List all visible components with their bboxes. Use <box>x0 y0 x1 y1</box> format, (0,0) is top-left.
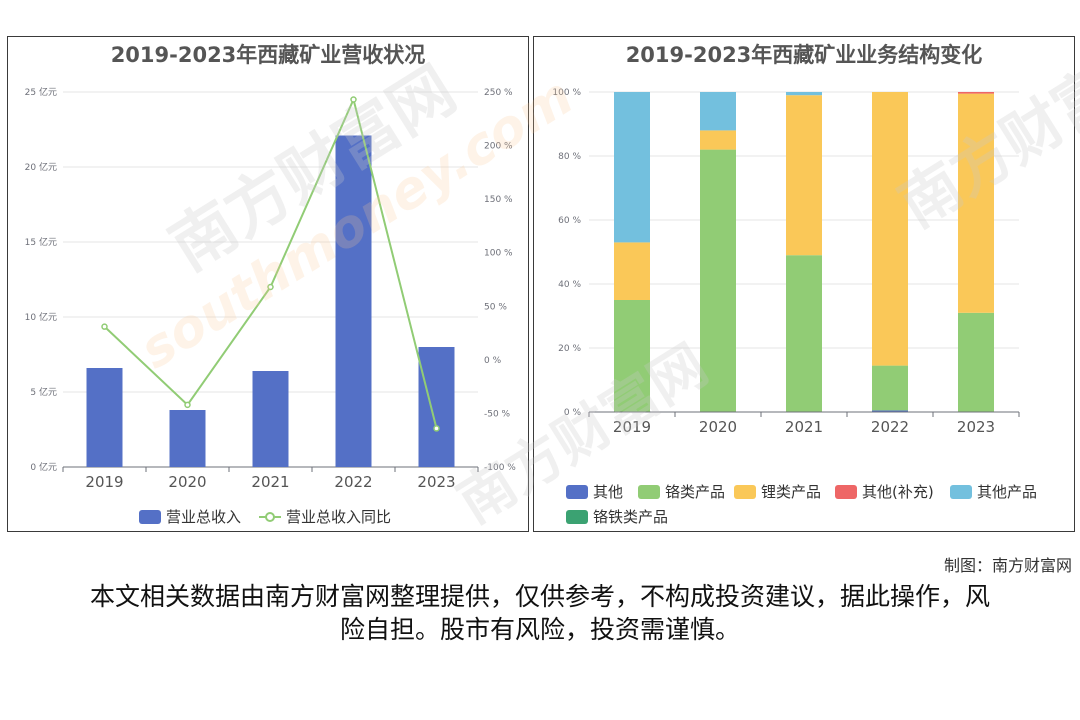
revenue-chart-title: 2019-2023年西藏矿业营收状况 <box>110 43 426 67</box>
disclaimer-text: 本文相关数据由南方财富网整理提供，仅供参考，不构成投资建议，据此操作，风险自担。… <box>89 582 990 644</box>
legend-label-revenue: 营业总收入 <box>166 508 241 526</box>
y-left-tick-label: 0 亿元 <box>30 461 57 473</box>
structure-chart-title: 2019-2023年西藏矿业业务结构变化 <box>625 43 983 67</box>
y-right-tick-label: 150 % <box>484 195 513 205</box>
legend-label: 铬铁类产品 <box>593 508 668 526</box>
legend-label: 其他(补充) <box>862 483 934 501</box>
revenue-bar <box>86 368 123 467</box>
y-tick-label: 20 % <box>558 344 581 354</box>
legend-swatch <box>734 485 756 499</box>
y-tick-label: 80 % <box>558 152 581 162</box>
y-right-tick-label: 250 % <box>484 88 513 98</box>
legend-label: 锂类产品 <box>761 483 821 501</box>
revenue-chart-panel: 2019-2023年西藏矿业营收状况 0 亿元 5 亿元 10 亿元 15 亿元 20 … <box>7 36 529 532</box>
x-tick-label: 2023 <box>417 473 455 491</box>
yoy-point <box>101 323 108 330</box>
y-right-tick-label: -100 % <box>484 463 516 473</box>
revenue-chart: 0 亿元 5 亿元 10 亿元 15 亿元 20 亿元 25 亿元 -100 % -50 % 0… <box>25 86 517 526</box>
y-left-tick-label: 5 亿元 <box>30 386 57 398</box>
y-right-tick-label: 0 % <box>484 356 502 366</box>
revenue-bar <box>252 371 289 467</box>
y-right-tick-label: 200 % <box>484 142 513 152</box>
y-tick-label: 0 % <box>564 408 582 418</box>
legend-label: 其他 <box>593 483 623 501</box>
x-tick-label: 2023 <box>957 418 995 436</box>
y-right-tick-label: 50 % <box>484 302 507 312</box>
yoy-point <box>267 283 274 291</box>
legend-swatch <box>638 485 660 499</box>
legend-swatch <box>835 485 857 499</box>
revenue-bar <box>335 135 372 467</box>
legend-swatch <box>950 485 972 499</box>
x-tick-label: 2019 <box>85 473 123 491</box>
x-tick-label: 2022 <box>871 418 909 436</box>
y-left-tick-label: 20 亿元 <box>25 161 57 173</box>
stacked-bar-segment <box>872 92 908 366</box>
stacked-bar-segment <box>872 365 908 411</box>
y-left-tick-label: 25 亿元 <box>25 86 57 98</box>
legend-label: 铬类产品 <box>665 483 725 501</box>
stacked-bar-segment <box>614 92 650 243</box>
x-tick-label: 2021 <box>251 473 289 491</box>
legend-label: 其他产品 <box>977 483 1037 501</box>
y-right-tick-label: -50 % <box>484 409 511 419</box>
stacked-bar-segment <box>700 130 736 150</box>
stacked-bar-segment <box>700 92 736 131</box>
x-tick-label: 2020 <box>168 473 206 491</box>
y-tick-label: 40 % <box>558 280 581 290</box>
stacked-bar-segment <box>786 255 822 412</box>
stacked-bar-segment <box>958 312 994 412</box>
legend-swatch-yoy-dot <box>265 512 275 522</box>
legend-swatch <box>566 510 588 524</box>
source-note: 制图：南方财富网 <box>943 556 1072 575</box>
stacked-bar-segment <box>614 300 650 412</box>
yoy-point <box>184 401 191 409</box>
x-tick-label: 2022 <box>334 473 372 491</box>
revenue-bar <box>169 410 206 467</box>
stacked-bar-segment <box>786 92 822 96</box>
x-tick-label: 2020 <box>699 418 737 436</box>
yoy-point <box>350 96 357 103</box>
stacked-bar-segment <box>700 149 736 412</box>
business-structure-chart-panel: 2019-2023年西藏矿业业务结构变化 0 % 20 % 40 % 60 % 80 %… <box>533 36 1075 532</box>
x-tick-label: 2019 <box>613 418 651 436</box>
y-left-tick-label: 10 亿元 <box>25 311 57 323</box>
y-left-tick-label: 15 亿元 <box>25 236 57 248</box>
stacked-bar-segment <box>958 93 994 313</box>
y-tick-label: 60 % <box>558 216 581 226</box>
structure-chart: 0 % 20 % 40 % 60 % 80 % 100 % 2019 2020 2021 2022… <box>552 88 1037 526</box>
revenue-bar <box>418 347 455 467</box>
legend-swatch-revenue <box>139 510 161 524</box>
legend-label-yoy: 营业总收入同比 <box>286 508 391 526</box>
stacked-bar-segment <box>958 92 994 94</box>
y-tick-label: 100 % <box>552 88 581 98</box>
stacked-bar-segment <box>872 410 908 412</box>
x-tick-label: 2021 <box>785 418 823 436</box>
y-right-tick-label: 100 % <box>484 249 513 259</box>
yoy-point <box>433 425 440 432</box>
stacked-bar-segment <box>786 95 822 256</box>
legend-swatch <box>566 485 588 499</box>
stacked-bar-segment <box>614 242 650 300</box>
